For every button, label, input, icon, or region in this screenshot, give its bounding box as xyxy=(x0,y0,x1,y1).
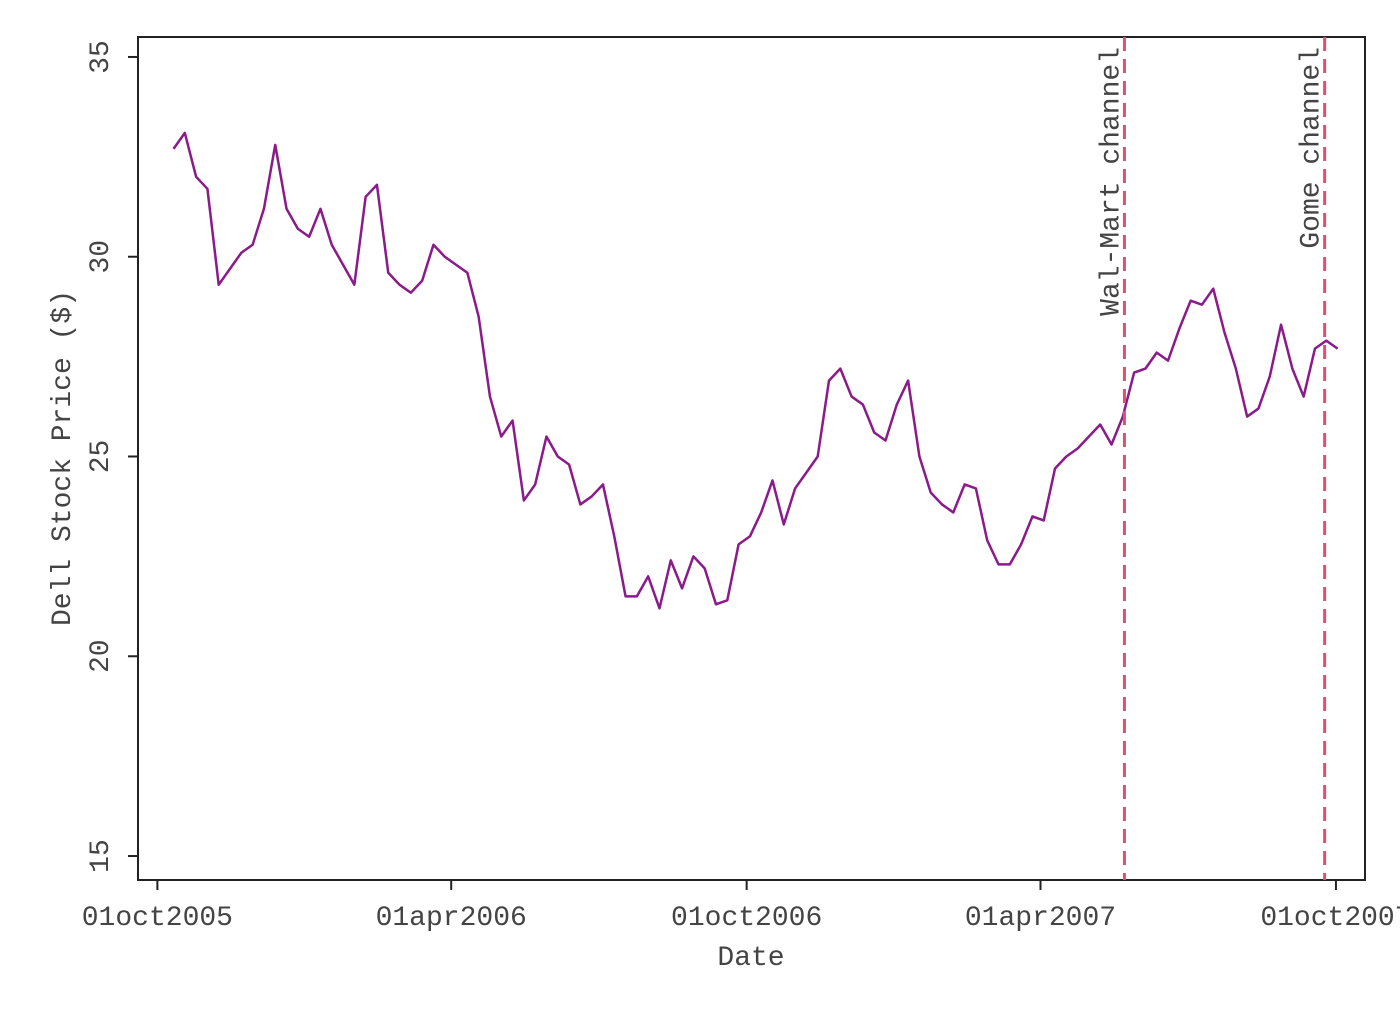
y-tick-label: 25 xyxy=(86,440,117,474)
x-tick-label: 01apr2006 xyxy=(376,903,527,934)
y-tick-label: 30 xyxy=(86,240,117,274)
plot-frame xyxy=(137,36,1366,881)
y-tick-label: 20 xyxy=(86,639,117,673)
price-line xyxy=(172,131,1339,610)
x-tick-label: 01oct2005 xyxy=(82,903,233,934)
y-tick-label: 35 xyxy=(86,40,117,74)
x-tick-label: 01oct2007 xyxy=(1260,903,1400,934)
y-tick-label: 15 xyxy=(86,839,117,873)
x-tick-label: 01apr2007 xyxy=(965,903,1116,934)
x-tick-label: 01oct2006 xyxy=(671,903,822,934)
event-label: Wal-Mart channel xyxy=(1096,47,1127,316)
y-axis-title: Dell Stock Price ($) xyxy=(48,290,79,626)
event-label: Gome channel xyxy=(1297,47,1328,249)
x-axis-title: Date xyxy=(717,943,784,974)
